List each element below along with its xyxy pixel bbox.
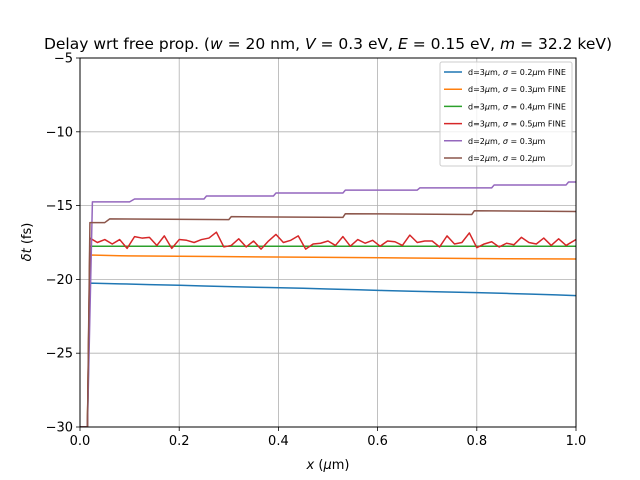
y-axis-label: δt (fs) <box>20 223 35 262</box>
y-tick-label: −25 <box>46 347 73 362</box>
y-tick-label: −15 <box>46 199 73 214</box>
axis-ticks: 0.0 0.2 0.4 0.6 0.8 1.0 −30 −25 −20 −15 −10 −5 <box>46 52 587 450</box>
legend-box <box>439 61 573 167</box>
x-tick-label: 0.4 <box>268 434 289 449</box>
x-tick-label: 1.0 <box>566 434 587 449</box>
y-tick-label: −30 <box>46 421 73 436</box>
legend-label-5: d=2μm, σ = 0.3μm <box>468 137 546 146</box>
series-line-4 <box>80 231 576 427</box>
series-line-6 <box>80 210 576 427</box>
x-tick-label: 0.0 <box>70 434 91 449</box>
legend-label-2: d=3μm, σ = 0.3μm FINE <box>468 85 566 94</box>
x-axis-label: x (μm) <box>306 458 350 473</box>
series-lines <box>80 181 576 427</box>
x-tick-label: 0.2 <box>169 434 190 449</box>
legend-label-6: d=2μm, σ = 0.2μm <box>468 154 546 163</box>
legend-label-3: d=3μm, σ = 0.4μm FINE <box>468 102 566 111</box>
chart-title: Delay wrt free prop. (w = 20 nm, V = 0.3… <box>44 35 612 53</box>
y-tick-label: −10 <box>46 125 73 140</box>
x-tick-label: 0.8 <box>466 434 487 449</box>
x-tick-label: 0.6 <box>367 434 388 449</box>
y-tick-label: −20 <box>46 273 73 288</box>
series-line-1 <box>80 282 576 427</box>
legend: d=3μm, σ = 0.2μm FINE d=3μm, σ = 0.3μm FI… <box>439 61 573 167</box>
plot-frame <box>79 57 577 428</box>
y-tick-label: −5 <box>54 52 73 67</box>
legend-label-1: d=3μm, σ = 0.2μm FINE <box>468 68 566 77</box>
legend-label-4: d=3μm, σ = 0.5μm FINE <box>468 120 566 129</box>
series-line-5 <box>80 181 576 427</box>
